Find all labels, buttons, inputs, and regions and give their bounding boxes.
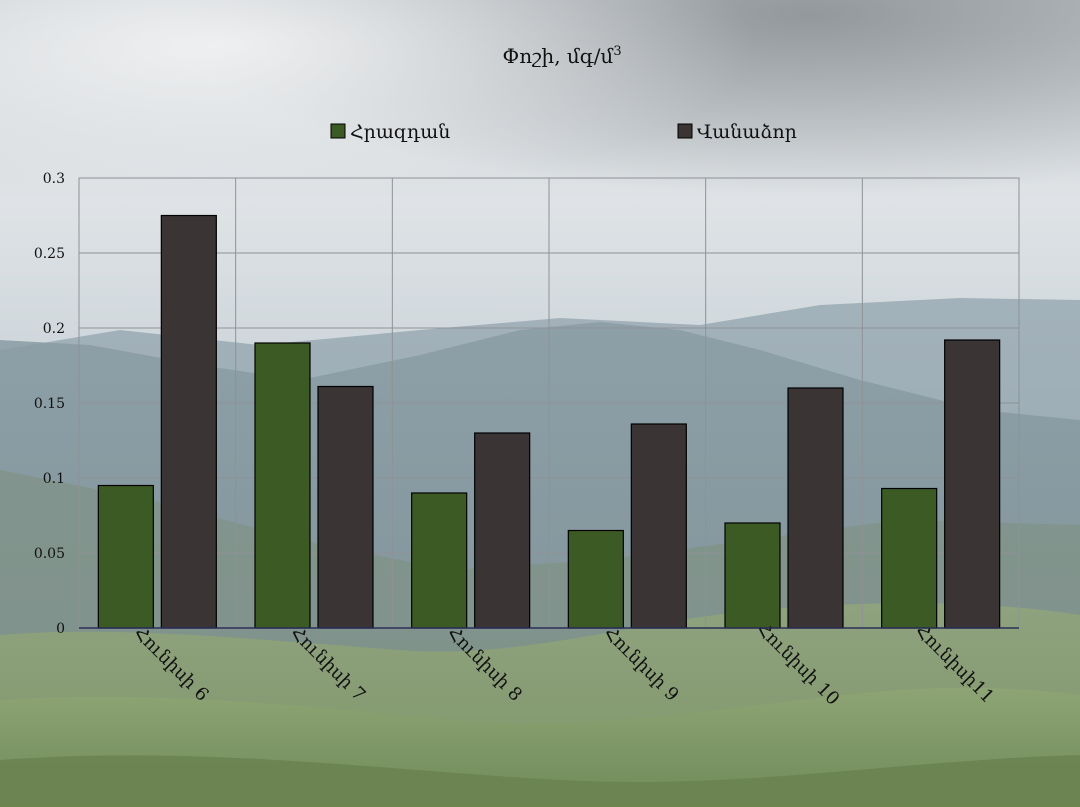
x-tick-label: Հունիսի 10 xyxy=(752,619,843,710)
x-tick-label: Հունիսի 8 xyxy=(443,623,526,706)
x-tick-label: Հունիսի 9 xyxy=(600,623,683,706)
x-tick-label: Հունիսի 6 xyxy=(130,623,213,706)
legend-label: Հրազդան xyxy=(350,121,450,143)
x-axis: Հունիսի 6 Հունիսի 7 Հունիսի 8 Հունիսի 9 Հուն… xyxy=(79,619,1019,710)
bar-hrazdan-3 xyxy=(411,492,468,629)
y-tick-label: 0.1 xyxy=(43,471,65,487)
y-tick-label: 0 xyxy=(56,621,65,637)
y-tick-label: 0.05 xyxy=(34,546,65,562)
bar-vanadzor-5 xyxy=(787,387,844,629)
y-tick-label: 0.3 xyxy=(43,171,65,187)
legend: Հրազդան Վանաձոր xyxy=(330,121,797,143)
bar-vanadzor-1 xyxy=(160,214,217,629)
bar-hrazdan-4 xyxy=(567,529,624,629)
x-tick-label: Հունիսի 7 xyxy=(286,623,369,706)
bar-hrazdan-6 xyxy=(881,487,938,629)
chart-title: Փոշի, մգ/մ3 xyxy=(502,44,621,68)
bars xyxy=(97,214,1001,629)
y-tick-label: 0.15 xyxy=(34,396,65,412)
legend-swatch xyxy=(677,123,693,139)
bar-vanadzor-4 xyxy=(630,423,687,629)
bar-vanadzor-2 xyxy=(317,385,374,629)
legend-label: Վանաձոր xyxy=(697,121,797,143)
chart-title-text: Փոշի, մգ/մ xyxy=(502,44,613,68)
y-axis: 0 0.05 0.1 0.15 0.2 0.25 0.3 xyxy=(34,171,65,637)
x-tick-label: Հունիսի11 xyxy=(911,621,998,708)
bar-vanadzor-6 xyxy=(944,339,1001,629)
legend-swatch xyxy=(330,123,346,139)
chart-title-superscript: 3 xyxy=(613,44,621,59)
y-tick-label: 0.25 xyxy=(34,246,65,262)
bar-hrazdan-5 xyxy=(724,522,781,629)
bar-hrazdan-1 xyxy=(97,484,154,629)
gridlines xyxy=(78,177,1020,629)
bar-vanadzor-3 xyxy=(474,432,531,629)
bar-hrazdan-2 xyxy=(254,342,311,629)
y-tick-label: 0.2 xyxy=(43,321,65,337)
